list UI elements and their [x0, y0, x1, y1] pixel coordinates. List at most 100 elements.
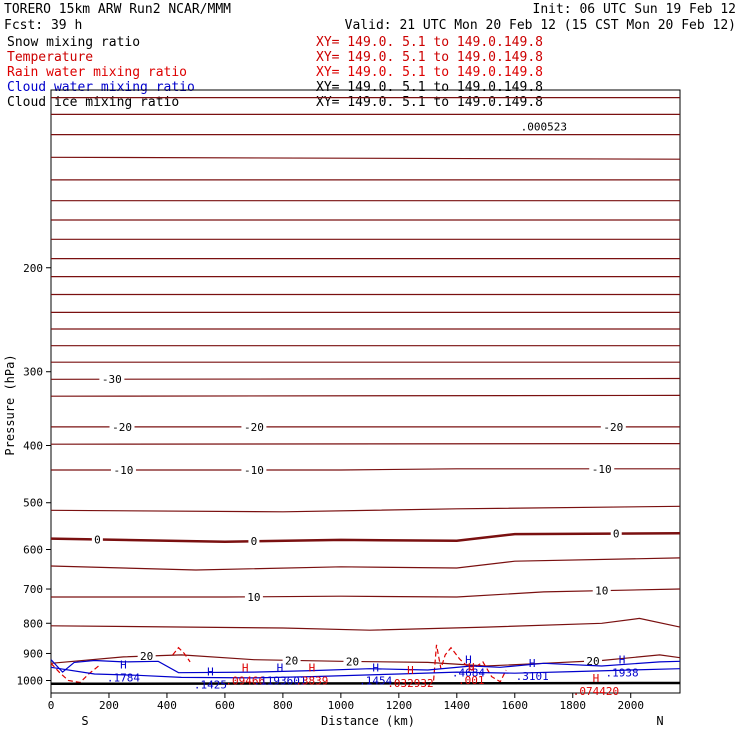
isotherm-label: 20	[346, 655, 359, 668]
x-tick-label: 1800	[560, 699, 587, 712]
isotherm-label: -10	[114, 464, 134, 477]
plot-frame	[50, 89, 681, 694]
extremum-value: .09466	[225, 674, 265, 687]
y-tick-label: 300	[23, 366, 43, 379]
x-tick-label: 0	[48, 699, 55, 712]
isotherm-line	[50, 531, 681, 543]
legend-xy-snow: XY= 149.0. 5.1 to 149.0.149.8	[316, 35, 543, 50]
extremum-value: .1425	[194, 678, 227, 691]
x-tick-label: 2000	[617, 699, 644, 712]
isotherm-line	[50, 443, 681, 445]
isotherm-label-background	[137, 650, 156, 663]
extremum-value: .3101	[516, 670, 549, 683]
y-tick-label: 900	[23, 647, 43, 660]
cloud-water-contour	[50, 659, 681, 674]
isotherm-line	[50, 654, 681, 667]
isotherm-line	[50, 505, 681, 513]
legend-xy-rain: XY= 149.0. 5.1 to 149.0.149.8	[316, 65, 543, 80]
extremum-value: .000523	[521, 120, 567, 133]
extremum-value: .4684	[452, 666, 485, 679]
isotherm-label: 0	[251, 535, 258, 548]
isotherm-label-background	[600, 420, 626, 433]
y-tick-label: 600	[23, 543, 43, 556]
isotherm-line	[50, 377, 681, 380]
isotherm-label-background	[343, 655, 362, 668]
isotherm-label-background	[244, 590, 263, 603]
extremum-marker: H	[372, 661, 379, 674]
y-tick-label: 700	[23, 583, 43, 596]
isotherm-label-background	[109, 420, 135, 433]
legend-name-cloud-ice: Cloud ice mixing ratio	[7, 95, 179, 110]
isotherm-label-background	[110, 463, 136, 476]
axes-layer: 0 200 400 600 800 1000 1200 1400 1600 1800 2000200…	[17, 262, 644, 712]
header-init-time: Init: 06 UTC Sun 19 Feb 12	[533, 2, 737, 17]
rain-water-contour	[50, 662, 101, 684]
extremum-marker: H	[207, 665, 214, 678]
isotherm-label-background	[91, 533, 103, 546]
rain-water-contour	[433, 644, 507, 683]
isotherm-label: 10	[247, 591, 260, 604]
x-tick-label: 400	[157, 699, 177, 712]
isotherm-label-background	[592, 584, 611, 597]
extremum-marker: H	[465, 653, 472, 666]
cloud-water-layer	[50, 659, 681, 679]
isotherm-label: 20	[285, 654, 298, 667]
isotherm-label-background	[241, 420, 267, 433]
legend-name-cloud-water: Cloud water mixing ratio	[7, 80, 195, 95]
x-tick-label: 800	[273, 699, 293, 712]
extremum-marker: H	[529, 657, 536, 670]
legend-xy-temperature: XY= 149.0. 5.1 to 149.0.149.8	[316, 50, 543, 65]
extremum-marker: H	[120, 659, 127, 672]
extremum-value: .1938	[605, 666, 638, 679]
isotherm-line	[50, 617, 681, 631]
extremum-value: .3839	[295, 674, 328, 687]
isotherm-label-background	[610, 527, 622, 540]
header-valid-time: Valid: 21 UTC Mon 20 Feb 12 (15 CST Mon …	[345, 18, 736, 33]
y-tick-label: 500	[23, 497, 43, 510]
isotherm-label: -10	[592, 463, 612, 476]
header-forecast-hour: Fcst: 39 h	[4, 18, 82, 33]
extremum-value: .032932	[387, 677, 433, 690]
extremum-value: .001	[458, 674, 485, 687]
y-tick-label: 1000	[17, 674, 44, 687]
legend-name-temperature: Temperature	[7, 50, 93, 65]
legend-name-snow: Snow mixing ratio	[7, 35, 140, 50]
isotherm-label: -30	[102, 373, 122, 386]
rain-water-layer	[50, 644, 507, 684]
isotherm-label: 0	[94, 533, 101, 546]
header-run-info: TORERO 15km ARW Run2 NCAR/MMM	[4, 2, 231, 17]
extrema-layer: H.1784 H.1425H.09466H.1193601H.3839H.1454…	[107, 120, 639, 698]
isotherm-label: 0	[613, 528, 620, 541]
end-label-north: N	[656, 714, 663, 728]
isotherm-line	[51, 468, 680, 471]
cloud-water-contour	[50, 666, 681, 679]
x-tick-label: 1200	[386, 699, 413, 712]
extremum-marker: H	[619, 653, 626, 666]
isotherm-label: -20	[603, 421, 623, 434]
y-tick-label: 200	[23, 262, 43, 275]
y-axis-title: Pressure (hPa)	[3, 354, 17, 455]
legend-xy-cloud-water: XY= 149.0. 5.1 to 149.0.149.8	[316, 80, 543, 95]
extremum-value: .1784	[107, 672, 140, 685]
isotherm-label: -20	[244, 421, 264, 434]
extremum-value: .074420	[573, 685, 619, 698]
y-tick-label: 400	[23, 440, 43, 453]
isotherm-label-background	[248, 535, 260, 548]
extremum-marker: H	[593, 672, 600, 685]
ground-layer	[50, 681, 681, 686]
extremum-marker: H	[407, 664, 414, 677]
isotherm-label: 20	[140, 650, 153, 663]
isotherm-line	[50, 394, 681, 397]
isotherm-layer: -30 -20 -20 -20 -10 -10 -10 0 0 0 10 10 20 20 20 20	[50, 97, 681, 668]
x-tick-label: 1400	[444, 699, 471, 712]
x-tick-label: 1000	[328, 699, 355, 712]
isotherm-line	[50, 156, 681, 160]
isotherm-label-background	[99, 373, 125, 386]
rain-water-contour	[172, 646, 191, 663]
x-tick-label: 200	[99, 699, 119, 712]
x-axis-title: Distance (km)	[321, 714, 415, 728]
isotherm-label-background	[584, 654, 603, 667]
isotherm-line	[50, 557, 681, 571]
legend-xy-cloud-ice: XY= 149.0. 5.1 to 149.0.149.8	[316, 95, 543, 110]
